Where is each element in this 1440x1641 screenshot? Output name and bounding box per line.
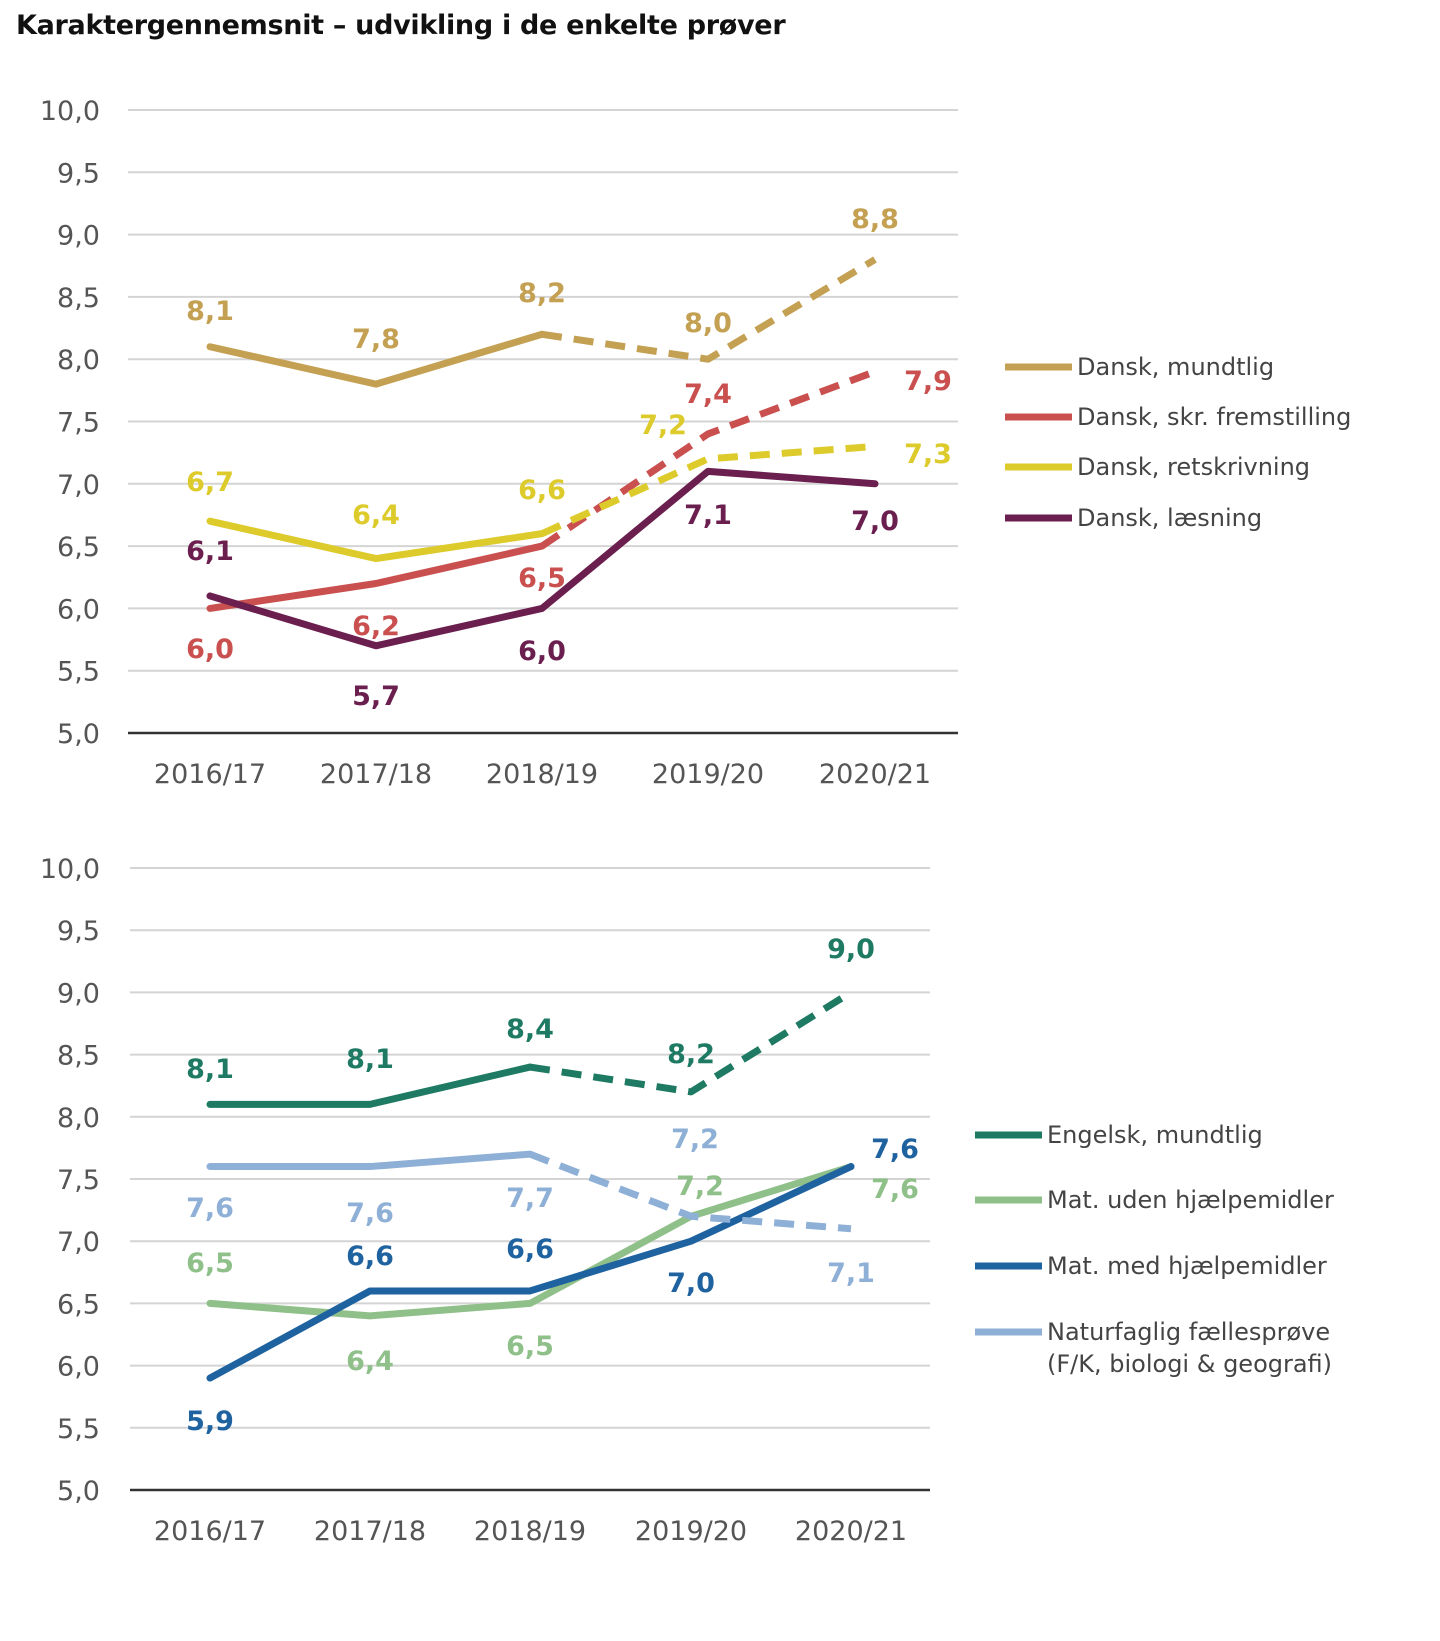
legend-label: Dansk, retskrivning — [1077, 453, 1310, 481]
x-tick-label: 2017/18 — [320, 759, 432, 790]
data-label: 6,4 — [352, 500, 400, 531]
data-label: 8,1 — [186, 1054, 234, 1085]
data-label: 7,7 — [506, 1183, 554, 1214]
data-label: 6,1 — [186, 536, 234, 567]
data-label: 7,1 — [684, 500, 732, 531]
data-label: 7,4 — [684, 379, 732, 410]
series-line-dashed — [540, 368, 877, 550]
y-tick-label: 5,0 — [57, 1476, 100, 1507]
legend-label: Naturfaglig fællesprøve — [1047, 1318, 1330, 1346]
y-tick-label: 6,5 — [57, 1289, 100, 1320]
y-tick-label: 7,0 — [57, 470, 100, 501]
y-tick-label: 5,5 — [57, 657, 100, 688]
series-line-dashed — [529, 989, 853, 1096]
legend-label-line2: (F/K, biologi & geografi) — [1047, 1350, 1332, 1378]
data-label: 6,6 — [518, 475, 566, 506]
y-tick-label: 7,5 — [57, 1165, 100, 1196]
data-label: 7,2 — [639, 410, 687, 441]
data-label: 9,0 — [827, 934, 875, 965]
series-line-solid — [206, 1163, 855, 1320]
series-line-solid — [206, 330, 546, 388]
y-tick-label: 5,0 — [57, 719, 100, 750]
data-label: 8,4 — [506, 1014, 554, 1045]
data-label: 7,9 — [904, 366, 952, 397]
data-label: 8,1 — [346, 1044, 394, 1075]
data-label: 7,6 — [346, 1198, 394, 1229]
data-label: 8,8 — [851, 204, 899, 235]
y-tick-label: 9,5 — [57, 916, 100, 947]
data-label: 7,1 — [827, 1258, 875, 1289]
y-tick-label: 6,0 — [57, 1352, 100, 1383]
legend-label: Mat. uden hjælpemidler — [1047, 1186, 1334, 1214]
legend-label: Dansk, læsning — [1077, 504, 1262, 532]
legend-label: Dansk, mundtlig — [1077, 353, 1274, 381]
x-tick-label: 2019/20 — [652, 759, 764, 790]
data-label: 8,2 — [667, 1039, 715, 1070]
x-tick-label: 2018/19 — [486, 759, 598, 790]
x-tick-label: 2019/20 — [635, 1516, 747, 1547]
y-tick-label: 7,5 — [57, 408, 100, 439]
chart-title: Karaktergennemsnit – udvikling i de enke… — [16, 10, 786, 41]
series-line-solid — [206, 1150, 534, 1171]
data-label: 7,0 — [851, 506, 899, 537]
x-tick-label: 2020/21 — [795, 1516, 907, 1547]
series-line-dashed — [528, 1150, 852, 1233]
data-label: 6,2 — [352, 611, 400, 642]
data-label: 7,6 — [871, 1134, 919, 1165]
data-label: 6,5 — [518, 563, 566, 594]
x-tick-label: 2016/17 — [154, 1516, 266, 1547]
y-tick-label: 6,5 — [57, 532, 100, 563]
x-tick-label: 2020/21 — [819, 759, 931, 790]
data-label: 6,4 — [346, 1346, 394, 1377]
data-label: 7,6 — [186, 1193, 234, 1224]
series-line-solid — [206, 542, 546, 612]
y-tick-label: 5,5 — [57, 1414, 100, 1445]
data-label: 5,9 — [186, 1406, 234, 1437]
data-label: 6,6 — [506, 1234, 554, 1265]
data-label: 5,7 — [352, 681, 400, 712]
data-label: 6,5 — [186, 1248, 234, 1279]
data-label: 6,7 — [186, 467, 234, 498]
y-tick-label: 10,0 — [40, 854, 100, 885]
data-label: 6,6 — [346, 1241, 394, 1272]
data-label: 7,2 — [676, 1171, 724, 1202]
data-label: 6,0 — [186, 634, 234, 665]
data-label: 7,3 — [904, 439, 952, 470]
y-tick-label: 7,0 — [57, 1227, 100, 1258]
y-tick-label: 8,5 — [57, 1041, 100, 1072]
series-line-dashed — [541, 256, 877, 363]
data-label: 8,1 — [186, 296, 234, 327]
legend-label: Mat. med hjælpemidler — [1047, 1252, 1327, 1280]
y-tick-label: 9,5 — [57, 158, 100, 189]
series-line-solid — [206, 517, 546, 563]
data-label: 7,0 — [667, 1268, 715, 1299]
data-label: 7,6 — [871, 1174, 919, 1205]
y-tick-label: 6,0 — [57, 594, 100, 625]
legend-label: Engelsk, mundtlig — [1047, 1121, 1263, 1149]
series-line-solid — [206, 1063, 534, 1108]
y-tick-label: 8,5 — [57, 283, 100, 314]
series-line-solid — [206, 1163, 855, 1382]
series-line-dashed — [540, 442, 876, 537]
x-tick-label: 2016/17 — [154, 759, 266, 790]
data-label: 7,2 — [671, 1124, 719, 1155]
y-tick-label: 9,0 — [57, 221, 100, 252]
y-tick-label: 10,0 — [40, 96, 100, 127]
data-label: 8,2 — [518, 278, 566, 309]
y-tick-label: 8,0 — [57, 1103, 100, 1134]
y-tick-label: 9,0 — [57, 978, 100, 1009]
data-label: 6,5 — [506, 1331, 554, 1362]
series-line-solid — [206, 467, 879, 650]
y-tick-label: 8,0 — [57, 345, 100, 376]
data-label: 6,0 — [518, 636, 566, 667]
x-tick-label: 2017/18 — [314, 1516, 426, 1547]
x-tick-label: 2018/19 — [474, 1516, 586, 1547]
legend-label: Dansk, skr. fremstilling — [1077, 403, 1351, 431]
data-label: 7,8 — [352, 324, 400, 355]
data-label: 8,0 — [684, 308, 732, 339]
